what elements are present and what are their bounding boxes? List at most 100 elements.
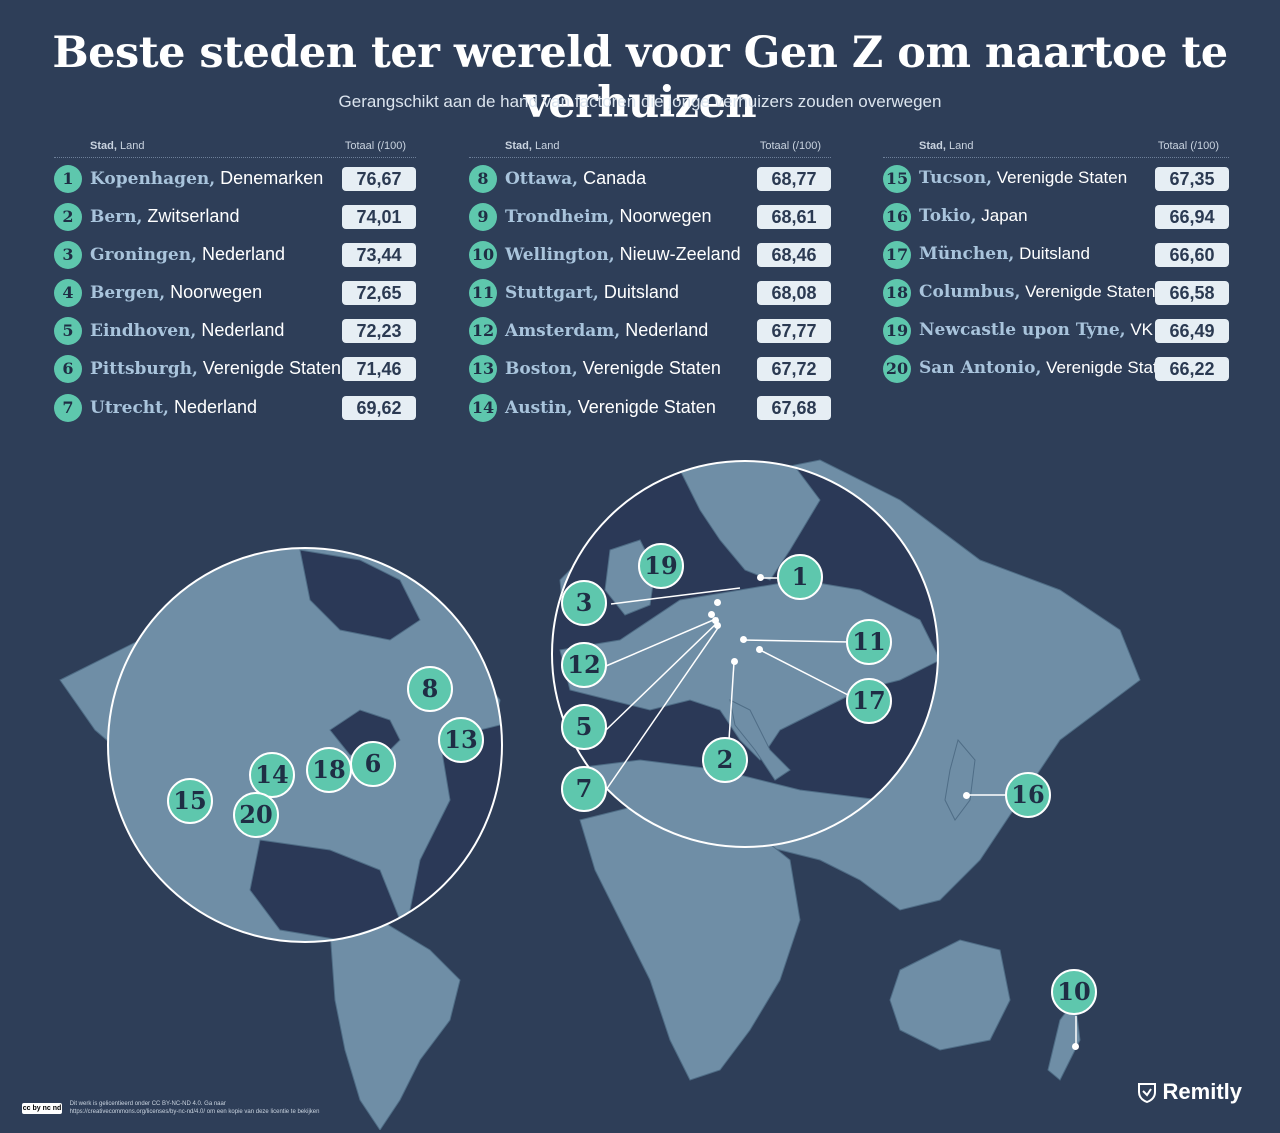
map-marker-15: 15 (167, 778, 213, 824)
rank-badge: 16 (883, 203, 911, 232)
ranking-row: 20 San Antonio, Verenigde Staten 66,22 (883, 348, 1229, 386)
header-city: Stad, (919, 140, 946, 152)
rank-badge: 12 (469, 317, 497, 346)
ranking-row: 7 Utrecht, Nederland 69,62 (54, 387, 416, 425)
score-value: 68,77 (757, 167, 831, 191)
country-name: Verenigde Staten (1041, 358, 1177, 378)
ranking-row: 18 Columbus, Verenigde Staten 66,58 (883, 272, 1229, 310)
ranking-row: 14 Austin, Verenigde Staten 67,68 (469, 387, 831, 425)
city-dot-copenhagen (757, 574, 764, 581)
map-marker-5: 5 (561, 704, 607, 750)
city-dot-bern (731, 658, 738, 665)
map-marker-17: 17 (846, 678, 892, 724)
score-value: 67,72 (757, 357, 831, 382)
continental-europe-land (559, 579, 938, 761)
table-header: Stad, Land Totaal (/100) (469, 140, 831, 158)
rank-badge: 17 (883, 241, 911, 270)
rank-badge: 11 (469, 279, 497, 308)
map-marker-19: 19 (638, 543, 684, 589)
rank-badge: 6 (54, 355, 82, 384)
header-country: Land (116, 140, 145, 152)
ranking-row: 10 Wellington, Nieuw-Zeeland 68,46 (469, 234, 831, 272)
header-country: Land (531, 140, 560, 152)
ranking-column-3: Stad, Land Totaal (/100) 15 Tucson, Verenig… (883, 140, 1229, 387)
score-value: 66,22 (1155, 357, 1229, 382)
rank-badge: 3 (54, 241, 82, 270)
country-name: Verenigde Staten (197, 358, 342, 379)
map-marker-10: 10 (1051, 969, 1097, 1015)
score-value: 68,61 (757, 205, 831, 230)
map-marker-2: 2 (702, 737, 748, 783)
city-dot-groningen (714, 599, 721, 606)
italy-land (729, 699, 791, 781)
score-value: 69,62 (342, 395, 416, 420)
ranking-row: 9 Trondheim, Noorwegen 68,61 (469, 196, 831, 234)
city-name: Amsterdam, (505, 321, 621, 342)
map-marker-18: 18 (306, 747, 352, 793)
brand-name: Remitly (1162, 1079, 1242, 1104)
city-dot-tokyo (963, 792, 970, 799)
map-marker-14: 14 (249, 752, 295, 798)
remitly-shield-icon (1137, 1083, 1156, 1103)
ranking-row: 5 Eindhoven, Nederland 72,23 (54, 310, 416, 348)
rank-badge: 19 (883, 317, 911, 346)
city-name: Stuttgart, (505, 283, 599, 304)
city-name: Boston, (505, 359, 578, 380)
map-marker-11: 11 (846, 619, 892, 665)
map-marker-3: 3 (561, 580, 607, 626)
map-marker-8: 8 (407, 666, 453, 712)
ranking-row: 1 Kopenhagen, Denemarken 76,67 (54, 158, 416, 196)
table-header: Stad, Land Totaal (/100) (883, 140, 1229, 158)
ranking-row: 2 Bern, Zwitserland 74,01 (54, 196, 416, 234)
map-marker-20: 20 (233, 792, 279, 838)
connector-lines (605, 577, 1077, 1048)
map-marker-16: 16 (1005, 772, 1051, 818)
map-marker-13: 13 (438, 717, 484, 763)
score-value: 66,49 (1155, 319, 1229, 344)
score-value: 76,67 (342, 167, 416, 191)
header-country: Land (945, 140, 974, 152)
city-dot-munich (756, 646, 763, 653)
city-name: Tokio, (919, 206, 977, 227)
rank-badge: 8 (469, 165, 497, 193)
country-name: Noorwegen (614, 206, 712, 227)
south-america-land (329, 919, 461, 1130)
page-subtitle: Gerangschikt aan de hand van factoren di… (338, 92, 942, 111)
hudson-bay-water (299, 549, 421, 641)
country-name: Nederland (168, 396, 257, 417)
ranking-column-2: Stad, Land Totaal (/100) 8 Ottawa, Canada 68… (469, 140, 831, 425)
rank-badge: 9 (469, 203, 497, 232)
table-header: Stad, Land Totaal (/100) (54, 140, 416, 158)
country-name: Verenigde Staten (577, 358, 721, 379)
rank-badge: 5 (54, 317, 82, 346)
score-value: 68,08 (757, 281, 831, 306)
japan-land (944, 738, 976, 821)
score-value: 66,60 (1155, 243, 1229, 268)
ranking-row: 13 Boston, Verenigde Staten 67,72 (469, 348, 831, 386)
rank-badge: 1 (54, 165, 82, 193)
score-value: 66,94 (1155, 205, 1229, 230)
country-name: Verenigde Staten (992, 168, 1128, 187)
country-name: Verenigde Staten (1020, 282, 1156, 302)
country-name: Canada (578, 168, 647, 188)
city-name: San Antonio, (919, 358, 1042, 379)
country-name: Nederland (620, 320, 709, 341)
ranking-row: 17 München, Duitsland 66,60 (883, 234, 1229, 272)
rank-badge: 18 (883, 279, 911, 308)
city-dot-eindhoven (712, 617, 719, 624)
rank-badge: 7 (54, 393, 82, 422)
city-name: Austin, (505, 397, 573, 418)
city-name: Utrecht, (90, 397, 169, 418)
ranking-row: 12 Amsterdam, Nederland 67,77 (469, 310, 831, 348)
map-marker-1: 1 (777, 554, 823, 600)
score-value: 71,46 (342, 357, 416, 382)
score-value: 67,35 (1155, 167, 1229, 191)
rank-badge: 13 (469, 355, 497, 384)
city-dot-utrecht (714, 622, 721, 629)
country-name: VK (1125, 320, 1153, 340)
city-dot-amsterdam (708, 611, 715, 618)
score-value: 67,77 (757, 319, 831, 344)
city-name: Bern, (90, 207, 143, 228)
country-name: Duitsland (1014, 244, 1090, 264)
rank-badge: 20 (883, 355, 911, 384)
